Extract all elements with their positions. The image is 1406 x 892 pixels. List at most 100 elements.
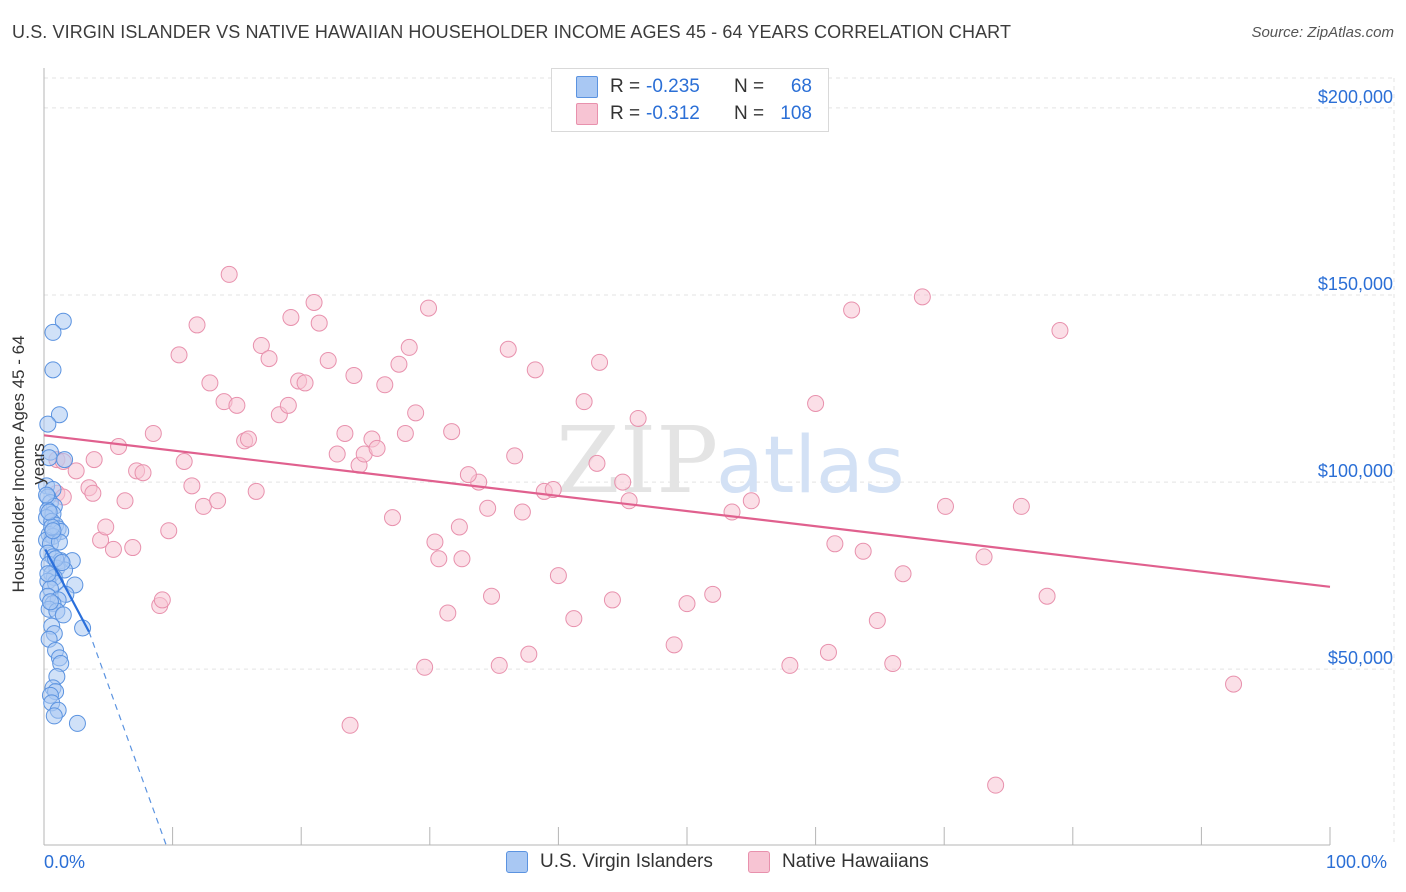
data-point xyxy=(345,366,363,384)
data-point xyxy=(144,424,162,442)
data-point xyxy=(368,439,386,457)
data-point xyxy=(68,714,86,732)
y-tick-label: $150,000 xyxy=(1318,274,1393,294)
data-point xyxy=(376,376,394,394)
chart-title: U.S. VIRGIN ISLANDER VS NATIVE HAWAIIAN … xyxy=(12,22,1012,42)
n-value: 68 xyxy=(790,76,812,97)
data-point xyxy=(483,587,501,605)
x-min-label: 0.0% xyxy=(44,852,86,872)
data-point xyxy=(506,447,524,465)
data-point xyxy=(407,404,425,422)
data-point xyxy=(520,645,538,663)
native-hawaiians-trend-line xyxy=(43,434,1331,588)
blue-swatch xyxy=(576,76,598,98)
data-point xyxy=(884,655,902,673)
legend-row-native-hawaiians: R = -0.312 N = 108 xyxy=(576,102,812,126)
data-point xyxy=(544,481,562,499)
data-point xyxy=(239,430,257,448)
data-point xyxy=(116,492,134,510)
y-axis-label: Householder Income Ages 45 - 64 years xyxy=(9,335,48,593)
data-point xyxy=(54,606,72,624)
data-point xyxy=(614,473,632,491)
data-point xyxy=(781,656,799,674)
data-point xyxy=(975,548,993,566)
data-point xyxy=(894,565,912,583)
data-point xyxy=(328,445,346,463)
data-point xyxy=(620,492,638,510)
data-point xyxy=(665,636,683,654)
data-point xyxy=(282,308,300,326)
data-point xyxy=(39,415,57,433)
data-point xyxy=(1225,675,1243,693)
pink-swatch xyxy=(576,103,598,125)
data-point xyxy=(296,374,314,392)
legend-item-native-hawaiians[interactable]: Native Hawaiians xyxy=(748,851,929,873)
data-point xyxy=(104,540,122,558)
n-label: N = xyxy=(734,103,765,124)
data-point xyxy=(913,288,931,306)
data-point xyxy=(44,323,62,341)
data-point xyxy=(220,265,238,283)
data-point xyxy=(279,396,297,414)
data-point xyxy=(56,451,74,469)
data-point xyxy=(430,550,448,568)
source-label: Source: ZipAtlas.com xyxy=(1251,24,1394,41)
data-point xyxy=(183,477,201,495)
data-point xyxy=(396,424,414,442)
data-point xyxy=(526,361,544,379)
legend-label: Native Hawaiians xyxy=(782,851,929,872)
data-point xyxy=(443,423,461,441)
data-point xyxy=(84,484,102,502)
data-point xyxy=(868,612,886,630)
data-point xyxy=(310,314,328,332)
data-point xyxy=(603,591,621,609)
data-point xyxy=(175,453,193,470)
data-point xyxy=(67,462,85,480)
virgin-islanders-points xyxy=(38,312,92,732)
n-value: 108 xyxy=(780,103,812,124)
data-point xyxy=(134,464,152,482)
data-point xyxy=(54,312,72,330)
virgin-islanders-trend-extension xyxy=(88,631,167,846)
data-point xyxy=(85,451,103,469)
r-label: R = xyxy=(610,103,641,124)
r-value: -0.312 xyxy=(646,103,700,124)
data-point xyxy=(260,350,278,368)
data-point xyxy=(629,409,647,427)
data-point xyxy=(459,466,477,484)
data-point xyxy=(40,503,58,521)
data-point xyxy=(384,509,402,527)
data-point xyxy=(252,337,270,355)
axes xyxy=(43,68,1331,846)
data-point xyxy=(426,533,444,551)
legend-row-virgin-islanders: R = -0.235 N = 68 xyxy=(576,75,812,99)
data-point xyxy=(588,454,606,472)
data-point xyxy=(420,299,438,317)
data-point xyxy=(194,497,212,515)
correlation-legend: R = -0.235 N = 68 R = -0.312 N = 108 xyxy=(551,68,829,132)
data-point xyxy=(1051,322,1069,340)
blue-swatch xyxy=(506,851,528,873)
data-point xyxy=(490,656,508,674)
data-point xyxy=(50,406,68,424)
data-point xyxy=(44,522,62,540)
legend-item-virgin-islanders[interactable]: U.S. Virgin Islanders xyxy=(506,851,713,873)
data-point xyxy=(38,486,56,504)
watermark: ZIP atlas xyxy=(556,407,905,514)
data-point xyxy=(704,585,722,603)
data-point xyxy=(201,374,219,392)
trend-lines xyxy=(43,434,1331,846)
data-point xyxy=(987,776,1005,794)
data-point xyxy=(499,340,517,358)
data-point xyxy=(678,595,696,613)
data-point xyxy=(450,518,468,536)
data-point xyxy=(565,610,583,628)
data-point xyxy=(188,316,206,334)
data-point xyxy=(153,591,171,609)
data-point xyxy=(513,503,531,521)
data-point xyxy=(479,499,497,517)
data-point xyxy=(575,393,593,411)
data-point xyxy=(336,424,354,442)
data-point xyxy=(591,353,609,371)
